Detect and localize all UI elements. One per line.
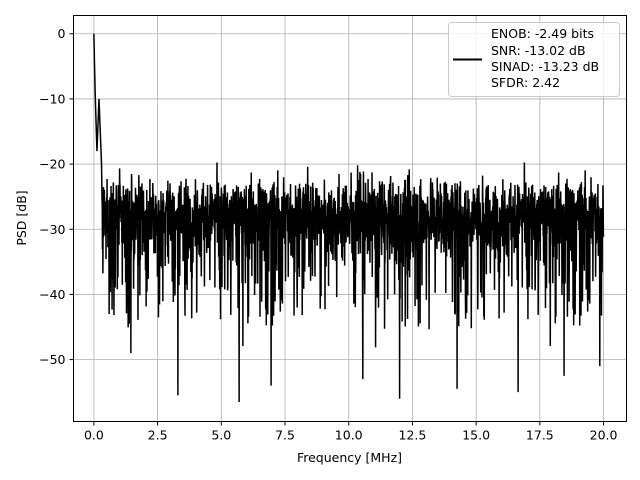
legend-line-sinad: SINAD: -13.23 dB: [491, 59, 599, 74]
x-tick-label: 2.5: [148, 428, 168, 443]
y-tick-label: −40: [39, 287, 65, 302]
x-tick-label: 7.5: [275, 428, 295, 443]
y-axis-label: PSD [dB]: [14, 190, 29, 245]
x-tick-label: 5.0: [211, 428, 231, 443]
legend-box: [448, 22, 620, 97]
y-tick-label: −50: [39, 352, 65, 367]
x-tick-label: 17.5: [526, 428, 554, 443]
legend: ENOB: -2.49 bits SNR: -13.02 dB SINAD: -…: [448, 22, 620, 97]
x-tick-label: 12.5: [399, 428, 427, 443]
y-tick-label: −10: [39, 91, 65, 106]
y-tick-label: −20: [39, 157, 65, 172]
x-axis-label: Frequency [MHz]: [297, 450, 402, 465]
axes-frame: [73, 15, 627, 422]
ticks-layer: 0.0 2.5 5.0 7.5 10.0 12.5 15.0 17.5 20.0 0 −10 −20 −…: [39, 26, 617, 442]
y-tick-label: 0: [58, 26, 66, 41]
x-tick-label: 20.0: [590, 428, 618, 443]
x-tick-label: 15.0: [462, 428, 490, 443]
x-tick-label: 0.0: [84, 428, 104, 443]
legend-line-snr: SNR: -13.02 dB: [491, 43, 586, 58]
psd-series-line: [93, 33, 605, 402]
y-tick-label: −30: [39, 222, 65, 237]
legend-line-sfdr: SFDR: 2.42: [491, 75, 560, 90]
legend-line-enob: ENOB: -2.49 bits: [491, 26, 594, 41]
plot-area: [93, 33, 605, 402]
x-tick-label: 10.0: [335, 428, 363, 443]
